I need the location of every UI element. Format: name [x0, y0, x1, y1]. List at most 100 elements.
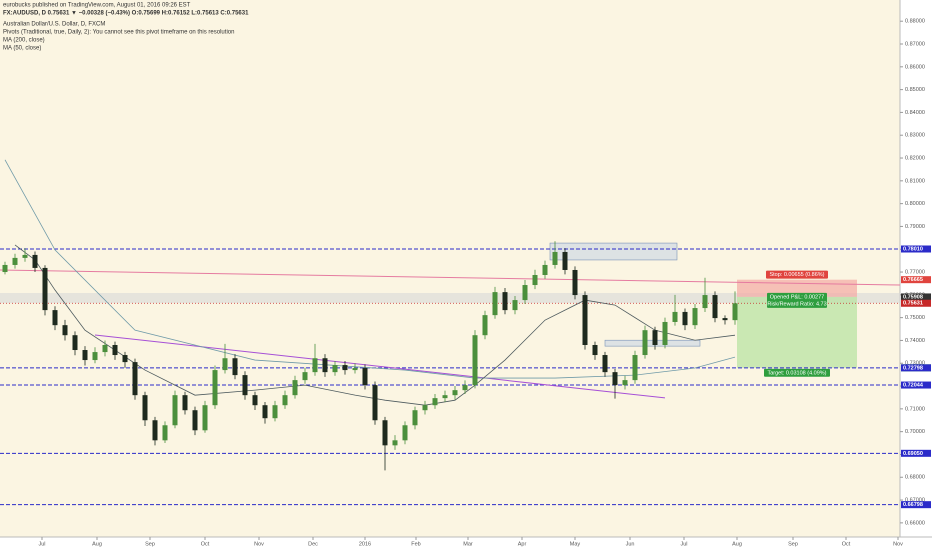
study: Pivots (Traditional, true, Daily, 2): Yo…	[3, 30, 234, 36]
candle-body	[462, 385, 468, 391]
x-tick-label: Nov	[893, 541, 903, 547]
candle-body	[532, 274, 538, 286]
level-label: 0.76665	[903, 277, 923, 283]
level-label: 0.69050	[903, 451, 923, 457]
level-tag	[901, 501, 931, 509]
x-tick-label: 2016	[359, 541, 371, 547]
candle-body	[382, 420, 388, 446]
candle-body	[512, 300, 518, 311]
marks: 0.660000.670000.680000.690000.700000.710…	[0, 19, 931, 547]
x-tick-label: Aug	[732, 541, 742, 547]
x-tick-label: Jul	[680, 541, 687, 547]
title: Australian Dollar/U.S. Dollar, D, FXCM	[3, 22, 105, 28]
y-tick-label: 0.82000	[905, 155, 925, 161]
x-tick-label: Apr	[518, 541, 527, 547]
x-tick-label: Feb	[411, 541, 420, 547]
candle-body	[582, 295, 588, 346]
candle-body	[12, 257, 18, 265]
candle-body	[602, 355, 608, 373]
x-tick-label: Oct	[201, 541, 210, 547]
y-tick-label: 0.86000	[905, 64, 925, 70]
candle-body	[622, 380, 628, 386]
y-tick-label: 0.66000	[905, 520, 925, 526]
candle-body	[212, 370, 218, 406]
level-tag	[901, 276, 931, 284]
candle-body	[182, 395, 188, 411]
candle-body	[402, 425, 408, 441]
candle-body	[642, 330, 648, 356]
candle-body	[722, 318, 728, 321]
candle-body	[732, 303, 738, 321]
candle-body	[632, 355, 638, 381]
candle-body	[122, 355, 128, 363]
candle-body	[172, 395, 178, 426]
candle-body	[242, 375, 248, 396]
level-label: 0.72798	[903, 365, 923, 371]
plot-background	[0, 0, 900, 537]
candle-body	[32, 254, 38, 268]
candle-body	[712, 295, 718, 319]
y-tick-label: 0.80000	[905, 201, 925, 207]
x-tick-label: Jun	[626, 541, 635, 547]
candle-body	[572, 269, 578, 296]
candle-body	[162, 425, 168, 441]
candle-body	[112, 345, 118, 356]
candle-body	[202, 405, 208, 431]
y-tick-label: 0.77000	[905, 269, 925, 275]
level-tag	[901, 364, 931, 372]
x-tick-label: Mar	[463, 541, 473, 547]
x-tick-label: Oct	[842, 541, 851, 547]
level-label: 0.75631	[903, 301, 923, 307]
candle-body	[432, 398, 438, 406]
candle-body	[22, 254, 28, 258]
x-tick-label: Aug	[92, 541, 102, 547]
candle-body	[152, 420, 158, 441]
x-tick-label: Nov	[254, 541, 264, 547]
candle-body	[42, 267, 48, 311]
level-label: 0.78010	[903, 246, 923, 252]
stop-label-box	[766, 270, 828, 279]
candle-body	[62, 325, 68, 336]
candle-body	[392, 440, 398, 446]
x-tick-label: Dec	[308, 541, 318, 547]
rr-label: Risk/Reward Ratio: 4.73	[767, 301, 826, 307]
candle-body	[222, 358, 228, 371]
pnl-label: Opened P&L: 0.00277	[770, 294, 824, 300]
candle-body	[552, 251, 558, 265]
level-label: 0.66798	[903, 502, 923, 508]
candle-body	[82, 350, 88, 361]
candle-body	[262, 405, 268, 419]
moving-average	[4, 159, 736, 379]
candle-body	[682, 311, 688, 326]
candle-body	[142, 395, 148, 421]
target-zone	[737, 296, 857, 368]
level-tag	[901, 293, 931, 301]
y-tick-label: 0.74000	[905, 338, 925, 344]
candle-body	[452, 390, 458, 396]
candle-body	[502, 292, 508, 311]
price-axis	[900, 0, 932, 550]
candle-body	[102, 345, 108, 353]
study: MA (200, close)	[3, 38, 45, 44]
candle-body	[292, 380, 298, 396]
candle-body	[592, 345, 598, 356]
target-label: Target: 0.03108 (4.09%)	[767, 370, 826, 376]
x-tick-label: May	[570, 541, 581, 547]
level-tag	[901, 299, 931, 307]
candle-body	[422, 405, 428, 411]
pnl-box	[767, 292, 827, 308]
level-tag	[901, 381, 931, 389]
publisher: eurobucks published on TradingView.com, …	[3, 3, 191, 9]
y-tick-label: 0.70000	[905, 429, 925, 435]
candle-body	[612, 372, 618, 386]
x-tick-label: Jul	[38, 541, 45, 547]
candle-body	[562, 251, 568, 270]
y-tick-label: 0.73000	[905, 361, 925, 367]
candle-body	[282, 395, 288, 406]
candle-body	[412, 410, 418, 426]
candle-body	[322, 358, 328, 373]
zone	[0, 293, 900, 304]
candle-body	[232, 358, 238, 376]
candle-body	[252, 395, 258, 406]
